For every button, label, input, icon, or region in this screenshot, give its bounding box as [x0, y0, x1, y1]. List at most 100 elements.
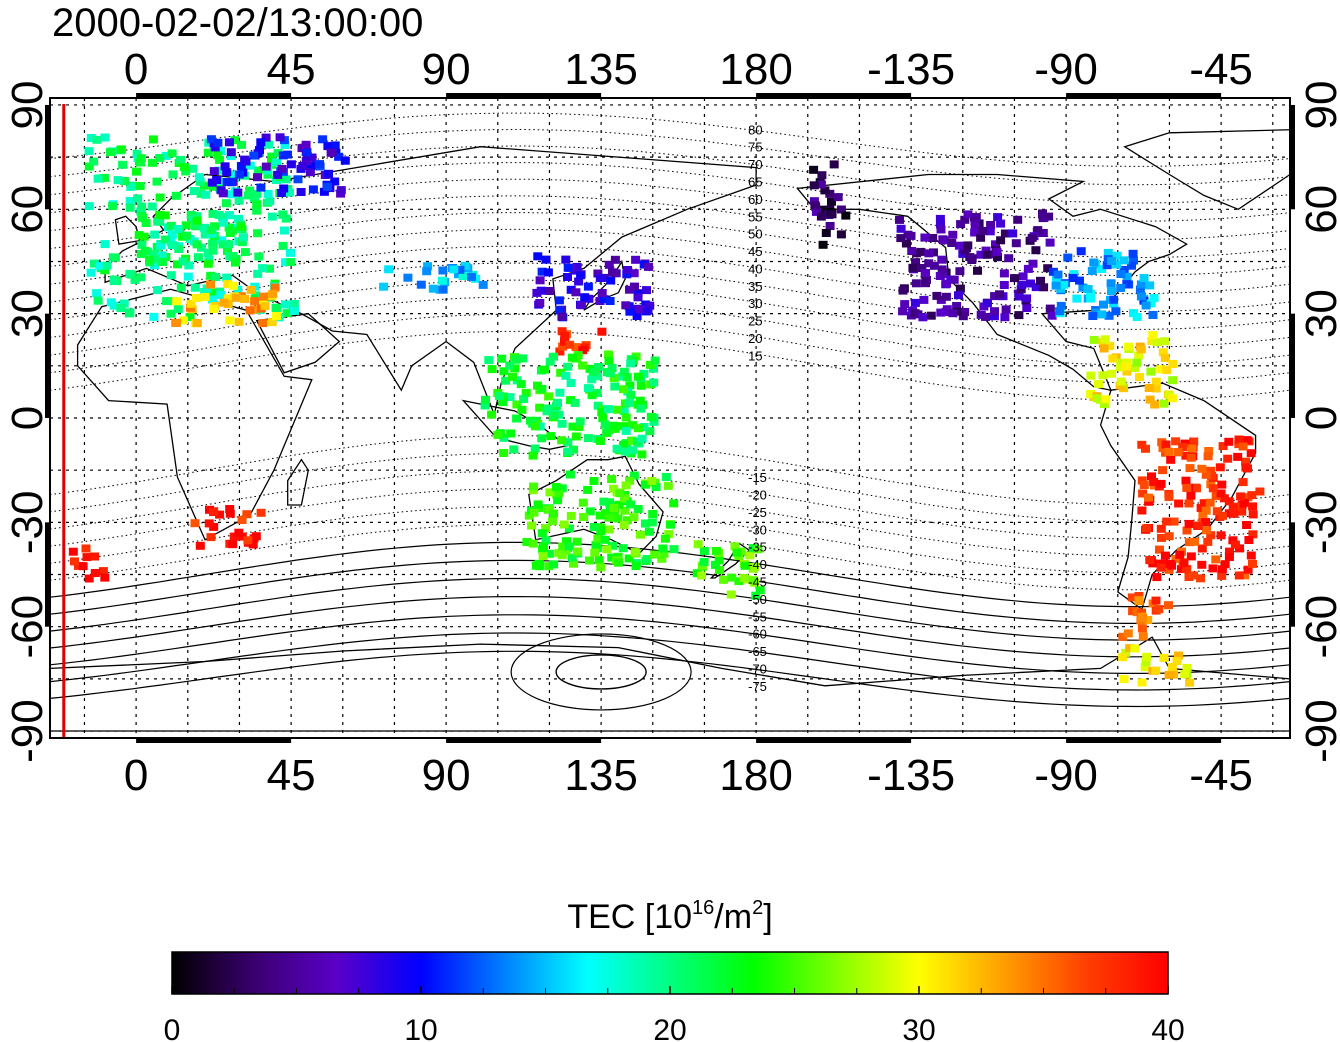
contour-line: [50, 195, 1290, 258]
tec-cell: [935, 214, 945, 223]
tec-cell: [1001, 305, 1011, 314]
tec-cell: [617, 372, 627, 381]
tec-cell: [622, 516, 632, 525]
tec-cell: [330, 177, 340, 186]
tec-cell: [222, 168, 232, 177]
tec-cell: [1099, 344, 1109, 353]
tec-cell: [1121, 362, 1131, 371]
tec-cell: [505, 361, 515, 370]
tec-cell: [499, 449, 509, 457]
tec-cell: [833, 193, 843, 202]
tec-cell: [548, 517, 558, 526]
tec-cell: [620, 447, 630, 456]
tec-cell: [1161, 440, 1171, 449]
tec-cell: [646, 412, 656, 421]
tec-cell: [1247, 491, 1257, 500]
tec-cell: [809, 181, 819, 190]
contour-label: -15: [748, 470, 767, 485]
tec-cell: [575, 417, 585, 426]
tec-cell: [529, 482, 539, 491]
tec-cell: [467, 272, 476, 281]
contour-label: -75: [748, 679, 767, 694]
tec-cell: [557, 419, 567, 428]
tec-cell: [1097, 310, 1107, 319]
tec-cell: [137, 211, 147, 220]
tec-cell: [1051, 281, 1061, 290]
tec-cell: [669, 545, 679, 554]
tec-cell: [1234, 435, 1244, 444]
tec-cell: [1143, 616, 1153, 624]
tec-cell: [1211, 492, 1221, 501]
tec-cell: [263, 189, 273, 198]
tec-cell: [1154, 605, 1164, 614]
tec-cell: [941, 292, 951, 301]
tec-cell: [84, 147, 94, 156]
tec-cell: [258, 319, 268, 328]
tec-cell: [566, 396, 576, 405]
tec-cell: [1155, 545, 1164, 554]
tec-cell: [186, 299, 196, 308]
latitude-ticks-right: 90 60 30 0 -30 -60 -90: [1297, 80, 1340, 762]
tec-cell: [183, 272, 193, 281]
tec-cell: [322, 182, 332, 191]
tec-cell: [1100, 335, 1110, 344]
coastline-path: [255, 313, 341, 374]
tec-cell: [253, 173, 262, 182]
tec-cell: [1159, 399, 1169, 408]
tec-cell: [1162, 517, 1172, 526]
tec-cell: [1238, 442, 1248, 451]
tec-cell: [505, 393, 515, 402]
tec-cell: [954, 241, 964, 250]
tec-cell: [147, 202, 157, 211]
tec-cell: [557, 312, 567, 321]
tec-cell: [660, 534, 670, 543]
contour-label: -40: [748, 557, 767, 572]
tec-cell: [657, 554, 667, 563]
tec-cell: [982, 299, 992, 308]
tec-cell: [1150, 400, 1160, 409]
tec-cell: [818, 240, 828, 249]
tec-cell: [1189, 437, 1199, 446]
tec-cell: [1248, 502, 1258, 511]
tec-cell: [245, 306, 255, 315]
tec-cell: [1159, 653, 1169, 662]
tec-cell: [748, 544, 758, 553]
tec-cell: [200, 223, 209, 232]
tec-cell: [132, 149, 142, 158]
tec-cell: [557, 327, 567, 336]
tec-cell: [506, 429, 516, 438]
south-pole-contour: [510, 633, 692, 711]
tec-cell: [136, 273, 146, 282]
tec-cell: [956, 220, 966, 229]
tec-cell: [611, 269, 621, 278]
contour-line: [50, 577, 1290, 641]
contour-label: 25: [748, 314, 762, 329]
tec-cell: [1151, 666, 1161, 675]
lon-tick-bottom: -135: [867, 751, 955, 800]
tec-cell: [1107, 287, 1116, 296]
tec-cell: [201, 190, 211, 199]
tec-cell: [645, 301, 655, 310]
tec-cell: [215, 510, 225, 519]
tec-cell: [926, 311, 936, 320]
contour-label: 15: [748, 348, 762, 363]
tec-cell: [261, 133, 271, 142]
tec-cell: [629, 471, 639, 480]
tec-cell: [1119, 256, 1129, 265]
tec-cell: [963, 210, 973, 219]
tec-cell: [809, 197, 819, 206]
tec-cell: [157, 251, 167, 260]
tec-cell: [224, 240, 234, 249]
tec-cell: [1233, 452, 1243, 461]
tec-cell: [587, 375, 597, 384]
tec-cell: [970, 228, 980, 237]
lon-tick-bottom: -90: [1034, 751, 1098, 800]
tec-cell: [1218, 442, 1228, 451]
tec-cell: [1216, 489, 1226, 498]
tec-cell: [1228, 536, 1238, 545]
tec-cell: [324, 169, 333, 178]
tec-cell: [971, 213, 981, 222]
tec-cell: [171, 191, 181, 200]
tec-cell: [1229, 509, 1239, 518]
contour-line: [50, 650, 1290, 708]
